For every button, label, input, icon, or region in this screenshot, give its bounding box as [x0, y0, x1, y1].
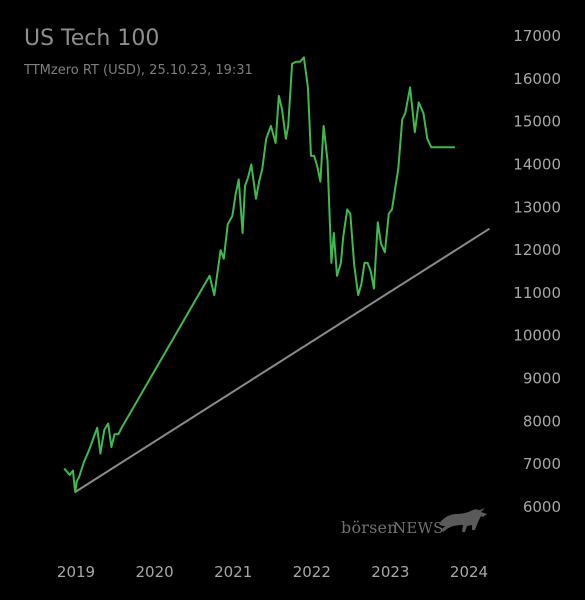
y-axis: 6000 7000 8000 9000 10000 11000 12000 13000 1400… — [513, 27, 561, 516]
price-line-series — [63, 56, 455, 493]
x-tick-label: 2020 — [136, 563, 174, 581]
x-tick-label: 2019 — [57, 563, 95, 581]
x-tick-label: 2024 — [450, 563, 488, 581]
y-tick-label: 9000 — [523, 370, 561, 388]
trend-line — [74, 227, 490, 493]
x-axis: 2019 2020 2021 2022 2023 2024 — [57, 563, 488, 581]
y-tick-label: 7000 — [523, 455, 561, 473]
y-tick-label: 6000 — [523, 498, 561, 516]
y-tick-label: 16000 — [513, 70, 561, 88]
y-tick-label: 12000 — [513, 241, 561, 259]
plot-area — [63, 56, 490, 493]
y-tick-label: 17000 — [513, 27, 561, 45]
x-tick-label: 2021 — [214, 563, 252, 581]
chart-title: US Tech 100 — [24, 26, 160, 51]
watermark-text-boersen: börsen — [341, 518, 398, 537]
chart-subtitle: TTMzero RT (USD), 25.10.23, 19:31 — [24, 63, 253, 78]
y-tick-label: 11000 — [513, 284, 561, 302]
y-tick-label: 15000 — [513, 113, 561, 131]
y-tick-label: 14000 — [513, 155, 561, 173]
x-tick-label: 2023 — [371, 563, 409, 581]
bull-icon — [439, 508, 487, 532]
x-tick-label: 2022 — [293, 563, 331, 581]
y-tick-label: 13000 — [513, 198, 561, 216]
watermark: börsen NEWS — [341, 508, 487, 537]
watermark-text-news: NEWS — [393, 519, 444, 537]
y-tick-label: 10000 — [513, 327, 561, 345]
y-tick-label: 8000 — [523, 412, 561, 430]
